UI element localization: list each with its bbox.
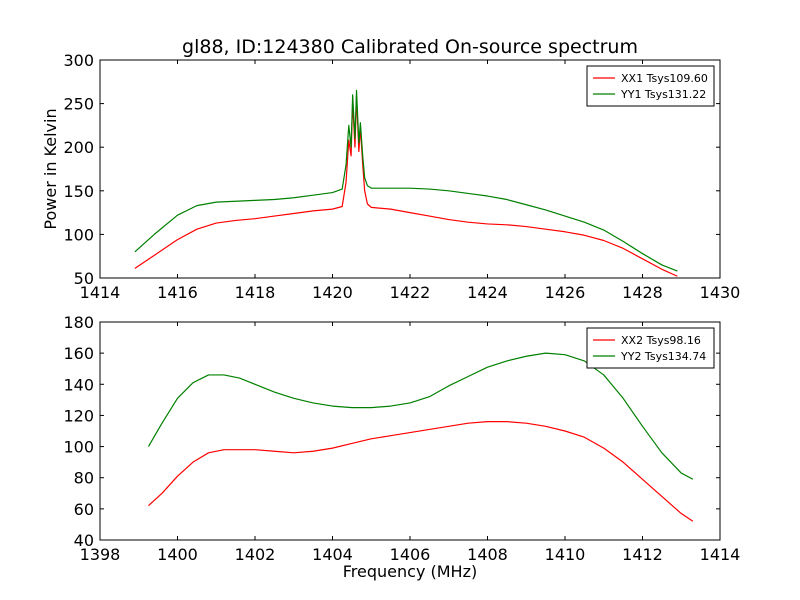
- legend: XX1 Tsys109.60 YY1 Tsys131.22: [586, 65, 715, 107]
- x-axis-label: Frequency (MHz): [343, 562, 477, 581]
- x-tick-label: 1406: [390, 545, 431, 564]
- x-tick-label: 1414: [700, 545, 741, 564]
- x-tick-label: 1424: [467, 283, 508, 302]
- series-line-2-2: [147, 352, 694, 480]
- y-tick-label: 50: [74, 269, 94, 288]
- y-tick-label: 120: [63, 406, 94, 425]
- y-tick-label: 200: [63, 138, 94, 157]
- y-tick-label: 100: [63, 225, 94, 244]
- x-tick-label: 1402: [235, 545, 276, 564]
- x-tick-label: 1418: [235, 283, 276, 302]
- legend: XX2 Tsys98.16 YY2 Tsys134.74: [586, 327, 715, 369]
- x-tick-label: 1430: [700, 283, 741, 302]
- chart-panel-2: 1398 1400 1402 1404 1406 1408 1410 1412 1414 40 60…: [63, 313, 740, 581]
- y-tick-label: 180: [63, 313, 94, 332]
- y-axis-label: Power in Kelvin: [41, 108, 60, 229]
- y-tick-label: 40: [74, 531, 94, 550]
- y-tick-label: 160: [63, 344, 94, 363]
- x-tick-label: 1428: [622, 283, 663, 302]
- x-tick-label: 1412: [622, 545, 663, 564]
- figure-title: gl88, ID:124380 Calibrated On-source spe…: [182, 36, 638, 58]
- legend-box: [586, 65, 715, 107]
- x-tick-label: 1400: [157, 545, 198, 564]
- x-tick-label: 1398: [80, 545, 121, 564]
- legend-box: [586, 327, 715, 369]
- chart-panel-1: 1414 1416 1418 1420 1422 1424 1426 1428 1430 50 10…: [41, 51, 740, 302]
- y-tick-label: 150: [63, 182, 94, 201]
- legend-label: YY2 Tsys134.74: [620, 350, 706, 363]
- x-tick-label: 1404: [312, 545, 353, 564]
- y-tick-label: 300: [63, 51, 94, 70]
- x-tick-label: 1422: [390, 283, 431, 302]
- legend-label: XX1 Tsys109.60: [621, 72, 708, 85]
- x-tick-label: 1416: [157, 283, 198, 302]
- legend-label: XX2 Tsys98.16: [621, 334, 701, 347]
- x-tick-label: 1410: [545, 545, 586, 564]
- x-tick-label: 1408: [467, 545, 508, 564]
- x-tick-label: 1420: [312, 283, 353, 302]
- series-line-2-1: [148, 421, 694, 522]
- x-tick-label: 1414: [80, 283, 121, 302]
- y-tick-label: 60: [74, 500, 94, 519]
- y-tick-label: 80: [74, 469, 94, 488]
- y-tick-label: 250: [63, 95, 94, 114]
- legend-label: YY1 Tsys131.22: [620, 88, 706, 101]
- x-tick-label: 1426: [545, 283, 586, 302]
- y-tick-label: 100: [63, 438, 94, 457]
- series-line-1-2: [134, 89, 678, 272]
- y-tick-label: 140: [63, 375, 94, 394]
